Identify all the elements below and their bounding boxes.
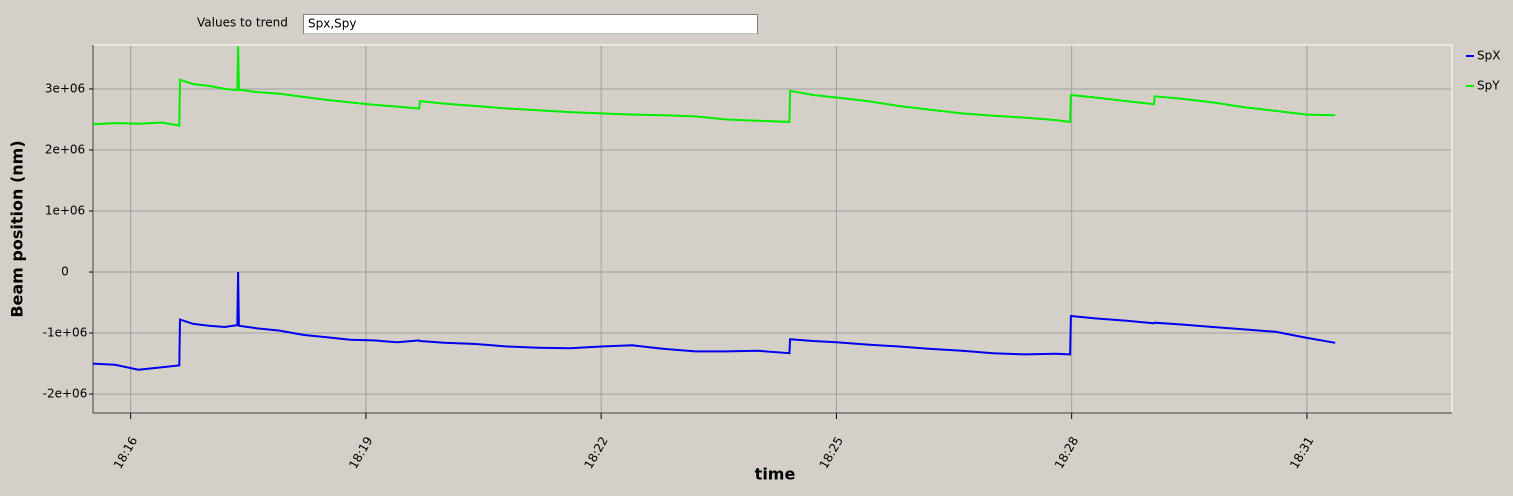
text-input[interactable] — [303, 14, 758, 34]
data-line — [93, 271, 1336, 371]
y-tick-label: 3e+06 — [45, 81, 85, 95]
data-line — [93, 46, 1336, 127]
legend-label: SpY — [1477, 79, 1500, 93]
y-tick-label: 0 — [61, 265, 69, 279]
legend-label: SpX — [1477, 49, 1500, 63]
y-tick-label: 1e+06 — [45, 203, 85, 217]
x-axis-label: time — [755, 465, 796, 484]
y-axis-label: Beam position (nm) — [8, 140, 27, 317]
y-tick-label: 2e+06 — [45, 142, 85, 156]
y-tick-label: -1e+06 — [43, 326, 88, 340]
plot-area — [89, 44, 1453, 419]
input-value[interactable]: Spx,Spy — [308, 17, 357, 31]
input-label: Values to trend — [197, 16, 288, 30]
y-tick-label: -2e+06 — [43, 387, 88, 401]
